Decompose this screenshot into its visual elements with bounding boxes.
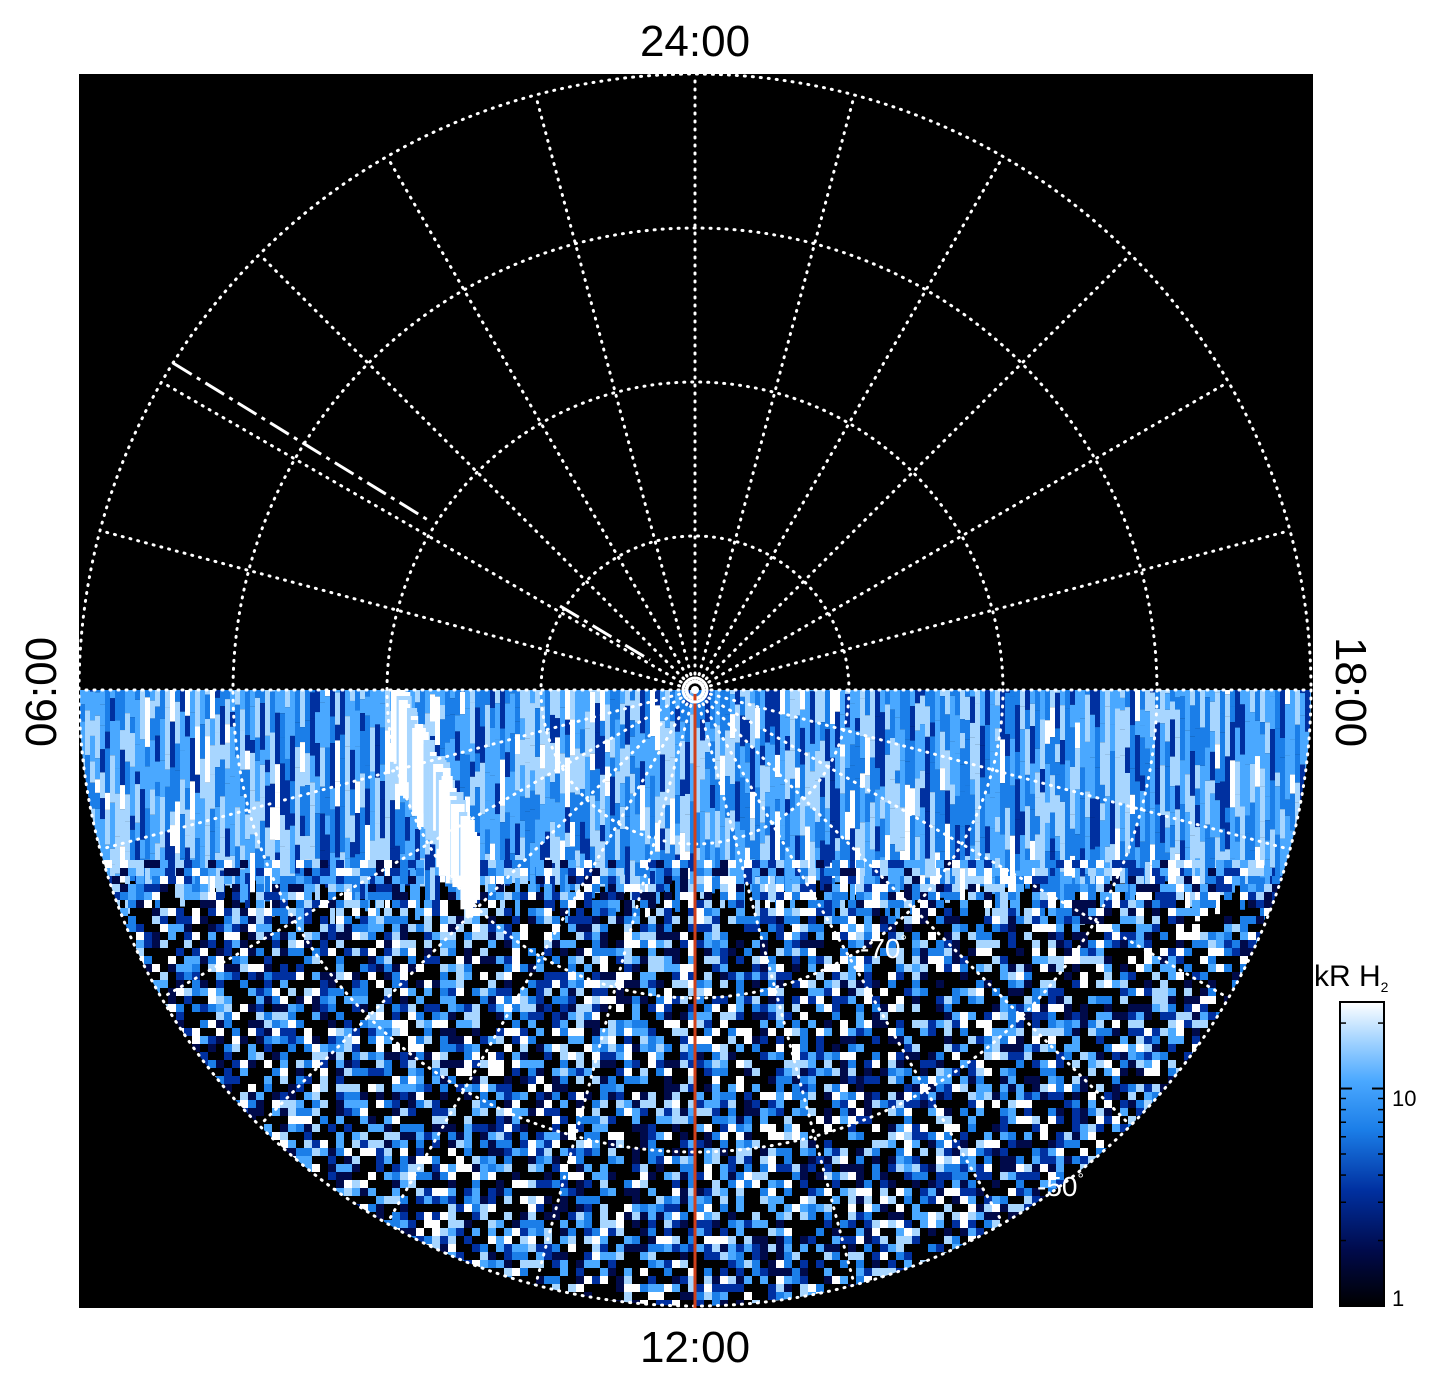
- latitude-circle: [231, 226, 1159, 1154]
- meridian-line: [693, 688, 1133, 1128]
- meridian-line: [257, 252, 697, 692]
- meridian-line: [693, 688, 1005, 1225]
- meridian-line: [385, 155, 697, 692]
- meridian-line: [257, 688, 697, 1128]
- lt-label-top: 24:00: [640, 17, 750, 66]
- latitude-label-50: -50°: [1037, 1171, 1084, 1202]
- pole-marker: [681, 676, 709, 704]
- meridian-line: [160, 688, 697, 1000]
- meridian-line: [98, 688, 697, 851]
- colorbar-title: kR H2: [1314, 960, 1389, 995]
- meridian-line: [160, 380, 697, 692]
- meridian-line: [693, 688, 1230, 1000]
- meridian-line: [693, 380, 1230, 692]
- meridian-line: [693, 155, 1005, 692]
- latitude-circle: [385, 380, 1005, 1000]
- colorbar-ticks: [1340, 1022, 1384, 1307]
- meridian-line: [693, 529, 1292, 692]
- meridian-line: [534, 93, 697, 692]
- wedge-marker: [172, 361, 651, 662]
- colorbar: 10 1 kR H2: [1314, 960, 1416, 1311]
- meridian-line: [693, 93, 856, 692]
- meridian-line: [534, 688, 697, 1287]
- lt-label-left: 06:00: [17, 637, 66, 747]
- meridian-line: [693, 688, 1292, 851]
- meridian-line: [693, 252, 1133, 692]
- meridian-line: [98, 529, 697, 692]
- meridian-line: [385, 688, 697, 1225]
- lt-label-right: 18:00: [1326, 637, 1375, 747]
- colorbar-tick-label-1: 1: [1392, 1286, 1404, 1311]
- meridian-line: [693, 688, 856, 1287]
- colorbar-tick-label-10: 10: [1392, 1086, 1416, 1111]
- lt-label-bottom: 12:00: [640, 1323, 750, 1372]
- latitude-label-70: -70°: [860, 933, 907, 964]
- colorbar-ramp: [1339, 1001, 1385, 1307]
